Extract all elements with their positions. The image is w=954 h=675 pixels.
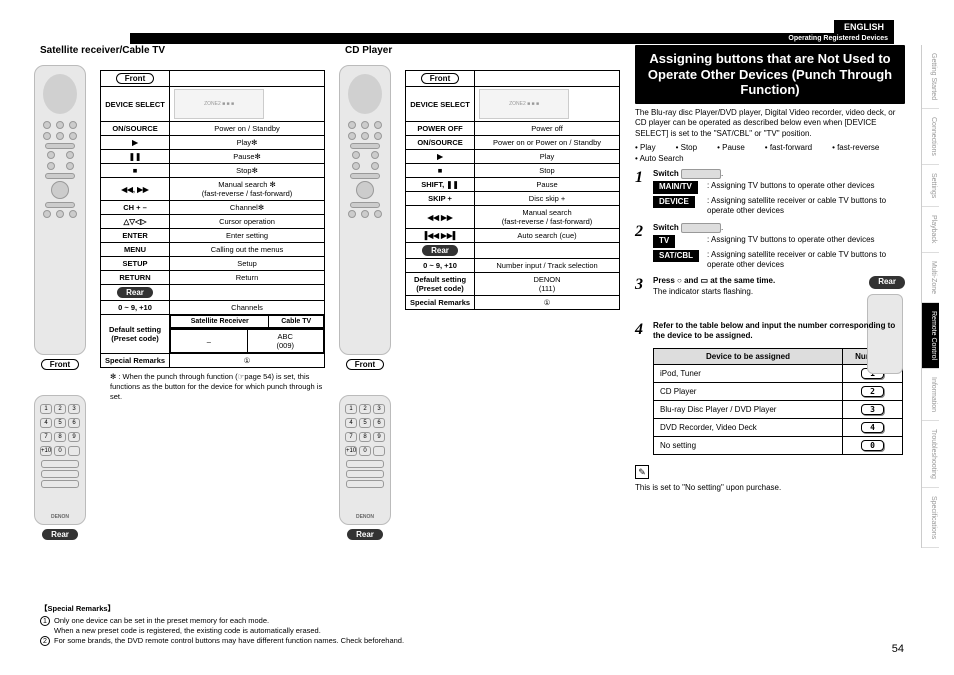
device-select-graphic: ZONE2 ■ ■ ■ [174,89,264,119]
footnote-star: ✻ : When the punch through function (☞pa… [100,372,325,401]
side-nav-tab[interactable]: Getting Started [922,45,939,109]
side-navigation: Getting StartedConnectionsSettingsPlayba… [921,45,939,548]
satellite-spec-table: Front DEVICE SELECTZONE2 ■ ■ ■ ON/SOURCE… [100,70,325,368]
remote-rear-illustration: 123 456 789 +100 DENON Rear [34,395,86,540]
side-nav-tab[interactable]: Connections [922,109,939,165]
side-nav-tab[interactable]: Troubleshooting [922,421,939,488]
section-title: CD Player [345,45,625,56]
remote-front-illustration: Front [339,65,391,370]
column-cd-player: CD Player Front 123 456 [345,45,625,310]
column-satellite-cable: Satellite receiver/Cable TV Front [40,45,330,401]
section-title: Satellite receiver/Cable TV [40,45,330,56]
side-nav-tab[interactable]: Specifications [922,488,939,548]
device-select-graphic: ZONE2 ■ ■ ■ [479,89,569,119]
intro-text: The Blu-ray disc Player/DVD player, Digi… [635,108,905,139]
remote-rear-illustration: 123 456 789 +100 DENON Rear [339,395,391,540]
step-2: 2 Switch . TV: Assigning TV buttons to o… [635,223,905,271]
cd-spec-table: Front DEVICE SELECTZONE2 ■ ■ ■ POWER OFF… [405,70,620,310]
assign-table: Device to be assignedNumbers iPod, Tuner… [653,348,903,455]
side-nav-tab[interactable]: Playback [922,207,939,252]
switch-graphic [681,169,721,179]
column-punch-through: Assigning buttons that are Not Used to O… [635,45,905,497]
language-tab: ENGLISH [834,20,894,34]
side-nav-tab[interactable]: Information [922,369,939,421]
page-number: 54 [892,643,904,655]
side-nav-tab[interactable]: Settings [922,165,939,207]
step-1: 1 Switch . MAIN/TV: Assigning TV buttons… [635,169,905,217]
front-badge: Front [41,359,79,370]
bullet-list: • Play• Stop• Pause• fast-forward• fast-… [635,143,905,163]
pencil-icon: ✎ [635,465,649,479]
feature-title-block: Assigning buttons that are Not Used to O… [635,45,905,104]
remote-front-illustration: Front [34,65,86,370]
special-remarks-block: 【Special Remarks】 1Only one device can b… [40,604,620,647]
step-3: 3 Press ○ and ▭ at the same time. Rear T… [635,276,905,297]
step-4: 4 Refer to the table below and input the… [635,321,905,342]
section-header-bar: Operating Registered Devices [130,33,894,44]
rear-badge: Rear [869,276,905,288]
purchase-note: This is set to "No setting" upon purchas… [635,483,905,493]
side-nav-tab[interactable]: Multi-Zone [922,253,939,303]
switch-graphic [681,223,721,233]
side-nav-tab[interactable]: Remote Control [922,303,939,369]
rear-badge: Rear [42,529,78,540]
manual-page: ENGLISH Operating Registered Devices Get… [0,0,954,675]
